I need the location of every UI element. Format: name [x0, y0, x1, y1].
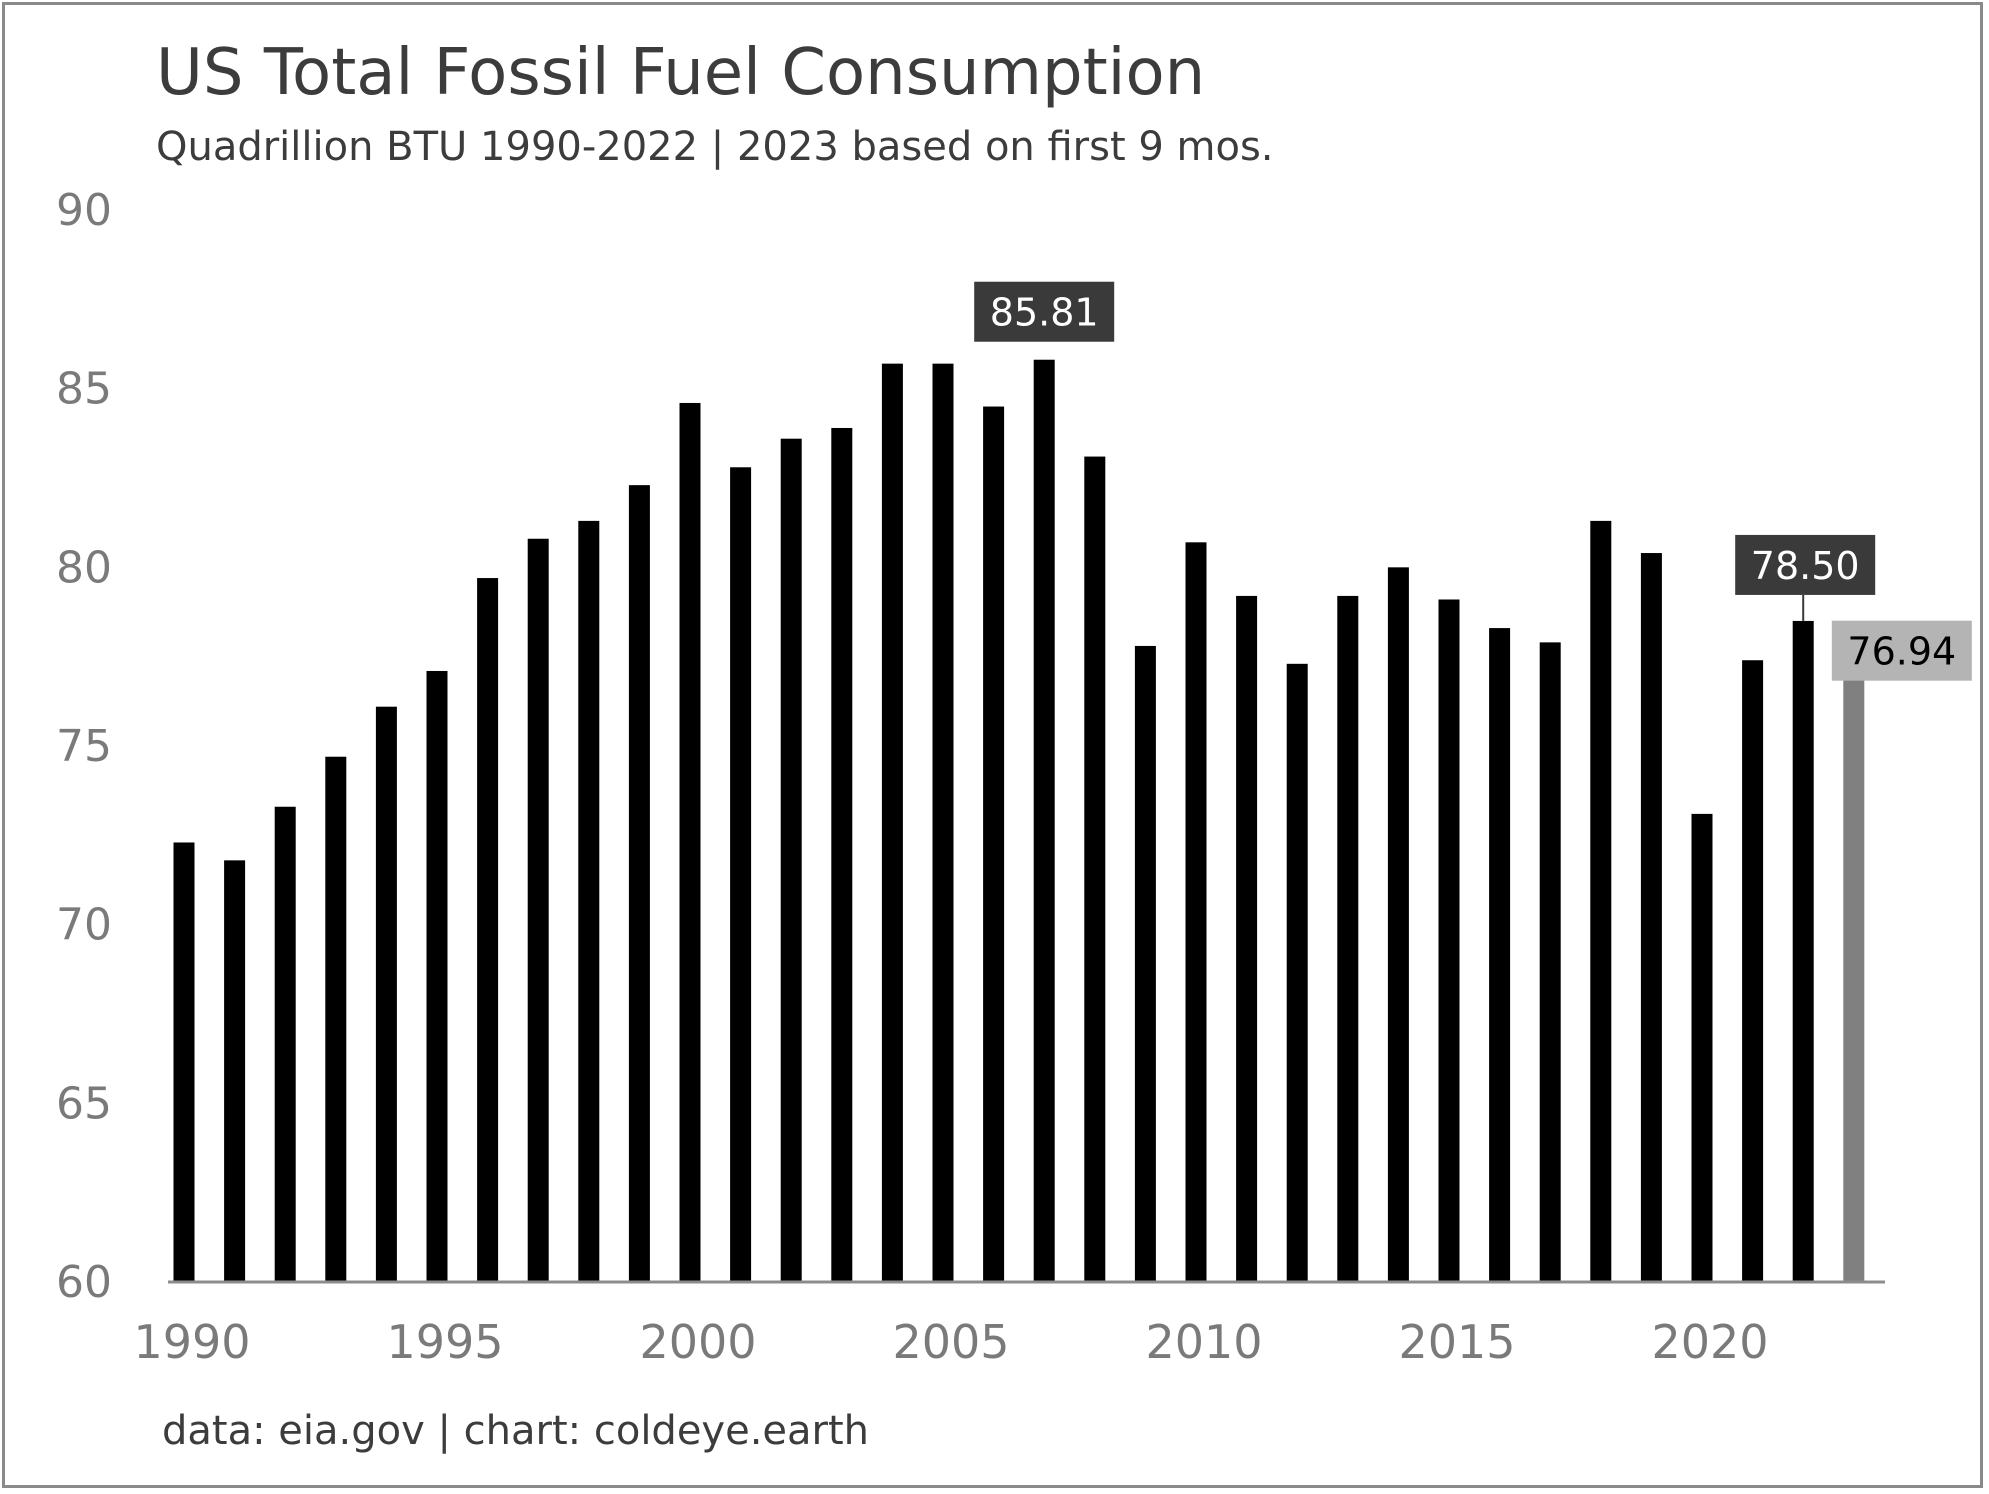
bar-2003 [831, 427, 853, 1282]
annotations: 85.81 78.50 76.94 [974, 281, 1972, 681]
bar-2015 [1438, 599, 1460, 1282]
bar-2023 [1843, 676, 1865, 1282]
bar-2019 [1640, 553, 1662, 1282]
y-tick-label: 70 [56, 900, 112, 951]
bar-2014 [1387, 567, 1409, 1282]
annotation-box-2023 [1831, 620, 1972, 681]
bar-1991 [224, 860, 246, 1282]
bar-2009 [1134, 645, 1156, 1282]
bar-2005 [932, 363, 954, 1282]
data-label-2007: 85.81 [990, 291, 1099, 335]
x-axis: 1990 1995 2000 2005 2010 2015 2020 [133, 1315, 1768, 1369]
bar-2001 [730, 467, 752, 1282]
bar-2011 [1236, 595, 1258, 1282]
bar-2006 [983, 406, 1005, 1282]
annotation-box-2007 [974, 281, 1115, 342]
x-tick-label: 1990 [133, 1315, 250, 1369]
bar-2021 [1742, 660, 1764, 1282]
bar-1999 [628, 485, 650, 1282]
x-tick-label: 2010 [1145, 1315, 1262, 1369]
chart-subtitle: Quadrillion BTU 1990-2022 | 2023 based o… [156, 124, 1274, 170]
bar-1990 [173, 842, 195, 1282]
data-label-2023: 76.94 [1847, 630, 1956, 674]
bar-2018 [1590, 520, 1612, 1282]
x-tick-label: 2005 [892, 1315, 1009, 1369]
bar-2017 [1539, 642, 1561, 1282]
bar-1995 [426, 670, 448, 1282]
bar-2020 [1691, 813, 1713, 1282]
y-tick-label: 90 [56, 185, 112, 236]
y-tick-label: 85 [56, 364, 112, 415]
chart-title: US Total Fossil Fuel Consumption [156, 36, 1206, 110]
x-tick-label: 2020 [1651, 1315, 1768, 1369]
bar-2022 [1792, 620, 1814, 1282]
bar-1996 [477, 578, 499, 1282]
y-tick-label: 65 [56, 1078, 112, 1129]
x-tick-label: 2000 [639, 1315, 756, 1369]
y-tick-label: 60 [56, 1257, 112, 1308]
bar-1992 [274, 806, 296, 1282]
data-label-2022: 78.50 [1751, 544, 1860, 588]
x-tick-label: 2015 [1398, 1315, 1515, 1369]
bars [173, 359, 1865, 1283]
bar-1998 [578, 520, 600, 1282]
bar-2007 [1033, 359, 1055, 1282]
bar-1993 [325, 756, 347, 1282]
bar-1997 [527, 538, 549, 1282]
bar-2004 [881, 363, 903, 1282]
bar-2002 [780, 438, 802, 1282]
bar-1994 [375, 706, 397, 1282]
x-tick-label: 1995 [386, 1315, 503, 1369]
y-tick-label: 80 [56, 542, 112, 593]
bar-2010 [1185, 542, 1207, 1282]
y-tick-label: 75 [56, 721, 112, 772]
bar-2008 [1084, 456, 1106, 1282]
chart-source: data: eia.gov | chart: coldeye.earth [162, 1408, 870, 1454]
bar-2016 [1489, 628, 1511, 1282]
y-axis: 60 65 70 75 80 85 90 [56, 185, 112, 1308]
bar-2012 [1286, 663, 1308, 1282]
annotation-box-2022 [1735, 534, 1876, 595]
bar-2013 [1337, 595, 1359, 1282]
bar-2000 [679, 402, 701, 1283]
